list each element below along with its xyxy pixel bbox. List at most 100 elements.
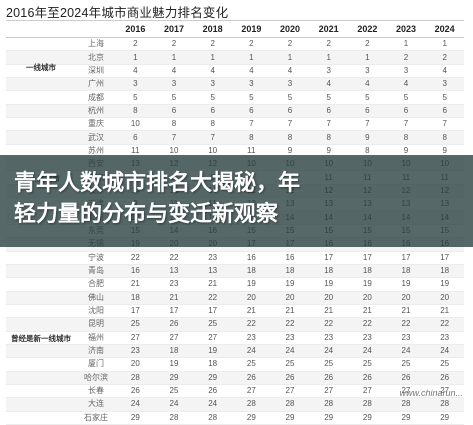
rank-cell: 27 [246, 386, 256, 396]
table-row: 昆明 25 26 25 22 22 22 22 22 22 [6, 318, 464, 332]
rank-cell: 7 [365, 119, 370, 129]
rank-cell: 21 [362, 306, 372, 316]
rank-cell: 16 [246, 252, 256, 262]
rank-cell: 24 [401, 346, 411, 356]
rank-cell: 8 [249, 132, 254, 142]
rank-cell: 21 [169, 292, 179, 302]
rank-cell: 4 [365, 79, 370, 89]
rank-cell: 22 [285, 319, 295, 329]
rank-cell: 19 [246, 279, 256, 289]
table-row: 福州 27 27 27 23 23 23 23 23 23 [6, 332, 464, 345]
table-row: 杭州 8 6 6 6 6 6 6 6 6 [6, 104, 464, 119]
rank-cell: 6 [326, 105, 331, 115]
rank-cell: 29 [362, 412, 372, 422]
header-cell: 2023 [395, 24, 416, 34]
rank-cell: 24 [324, 346, 334, 356]
rank-cell: 3 [249, 79, 254, 89]
rank-cell: 6 [365, 105, 370, 115]
header-cell: 2024 [434, 24, 455, 34]
city-name: 大连 [88, 399, 104, 409]
rank-cell: 4 [133, 65, 138, 75]
rank-cell: 29 [324, 412, 334, 422]
rank-cell: 28 [285, 399, 295, 409]
rank-cell: 4 [287, 65, 293, 75]
rank-cell: 22 [362, 319, 372, 329]
rank-cell: 23 [246, 332, 256, 342]
rank-cell: 29 [208, 372, 218, 382]
rank-cell: 17 [169, 306, 179, 316]
city-name: 哈尔滨 [84, 372, 108, 382]
headline-banner [0, 155, 473, 247]
headline-line-1: 青年人数城市排名大揭秘，年 [14, 171, 301, 196]
rank-cell: 24 [440, 346, 450, 356]
rank-cell: 2 [326, 39, 331, 49]
rank-cell: 6 [249, 105, 254, 115]
rank-cell: 4 [210, 65, 215, 75]
city-name: 武汉 [88, 132, 104, 142]
rank-cell: 28 [440, 399, 450, 409]
rank-cell: 1 [403, 39, 409, 49]
city-name: 上海 [88, 39, 104, 49]
rank-cell: 8 [326, 132, 331, 142]
rank-cell: 22 [246, 319, 256, 329]
city-name: 济南 [88, 346, 104, 356]
rank-cell: 19 [285, 279, 295, 289]
rank-cell: 19 [169, 359, 179, 369]
rank-cell: 27 [440, 386, 450, 396]
city-name: 深圳 [88, 65, 104, 75]
rank-cell: 23 [169, 279, 179, 289]
city-name: 沈阳 [88, 306, 104, 316]
table-row: 合肥 21 23 21 19 19 19 19 19 19 [6, 278, 464, 292]
rank-cell: 3 [403, 65, 409, 75]
table-row: 广州 3 3 3 3 3 4 4 4 3 [6, 78, 464, 92]
rank-cell: 26 [285, 372, 295, 382]
table-row: 宁波 22 22 23 16 16 17 17 17 17 [6, 252, 464, 265]
rank-cell: 25 [130, 319, 140, 329]
rank-cell: 2 [133, 39, 138, 49]
rank-cell: 7 [287, 119, 293, 129]
rank-cell: 29 [401, 412, 411, 422]
rank-cell: 7 [403, 119, 409, 129]
rank-cell: 13 [208, 266, 218, 276]
rank-cell: 18 [285, 266, 295, 276]
table-row: 大连 24 24 24 28 28 28 28 28 28 [6, 398, 464, 412]
rank-cell: 2 [171, 39, 177, 49]
rank-cell: 18 [246, 266, 256, 276]
rank-cell: 19 [440, 279, 450, 289]
rank-cell: 7 [442, 119, 447, 129]
rank-cell: 1 [133, 52, 138, 62]
rank-cell: 4 [403, 79, 409, 89]
rank-cell: 8 [365, 145, 370, 155]
rank-cell: 19 [324, 279, 334, 289]
rank-cell: 4 [171, 65, 177, 75]
rank-cell: 11 [131, 145, 140, 155]
table-row: 厦门 20 19 18 25 25 25 25 25 25 [6, 358, 464, 372]
rank-cell: 27 [324, 386, 334, 396]
rank-cell: 23 [362, 332, 372, 342]
rank-cell: 1 [249, 52, 254, 62]
rank-cell: 17 [440, 252, 450, 262]
rank-cell: 8 [210, 119, 215, 129]
rank-cell: 26 [324, 372, 334, 382]
rank-cell: 26 [401, 372, 411, 382]
rank-cell: 18 [362, 266, 372, 276]
rank-cell: 9 [442, 145, 447, 155]
city-name: 成都 [88, 92, 104, 102]
rank-cell: 5 [133, 92, 138, 102]
rank-cell: 8 [403, 132, 409, 142]
header-cell: 2017 [163, 24, 184, 34]
rank-cell: 23 [130, 346, 140, 356]
rank-cell: 16 [130, 266, 140, 276]
rank-cell: 23 [285, 332, 295, 342]
headline-text: 青年人数城市排名大揭秘，年 轻力量的分布与变迁新观察 [14, 168, 462, 230]
rank-cell: 7 [171, 132, 177, 142]
rank-cell: 28 [208, 412, 218, 422]
rank-cell: 1 [442, 39, 447, 49]
rank-cell: 21 [285, 306, 295, 316]
city-name: 杭州 [88, 105, 104, 115]
city-name: 合肥 [88, 279, 104, 289]
city-name: 长春 [88, 386, 104, 396]
city-name: 昆明 [88, 319, 104, 329]
rank-cell: 1 [287, 52, 293, 62]
rank-cell: 21 [130, 279, 140, 289]
